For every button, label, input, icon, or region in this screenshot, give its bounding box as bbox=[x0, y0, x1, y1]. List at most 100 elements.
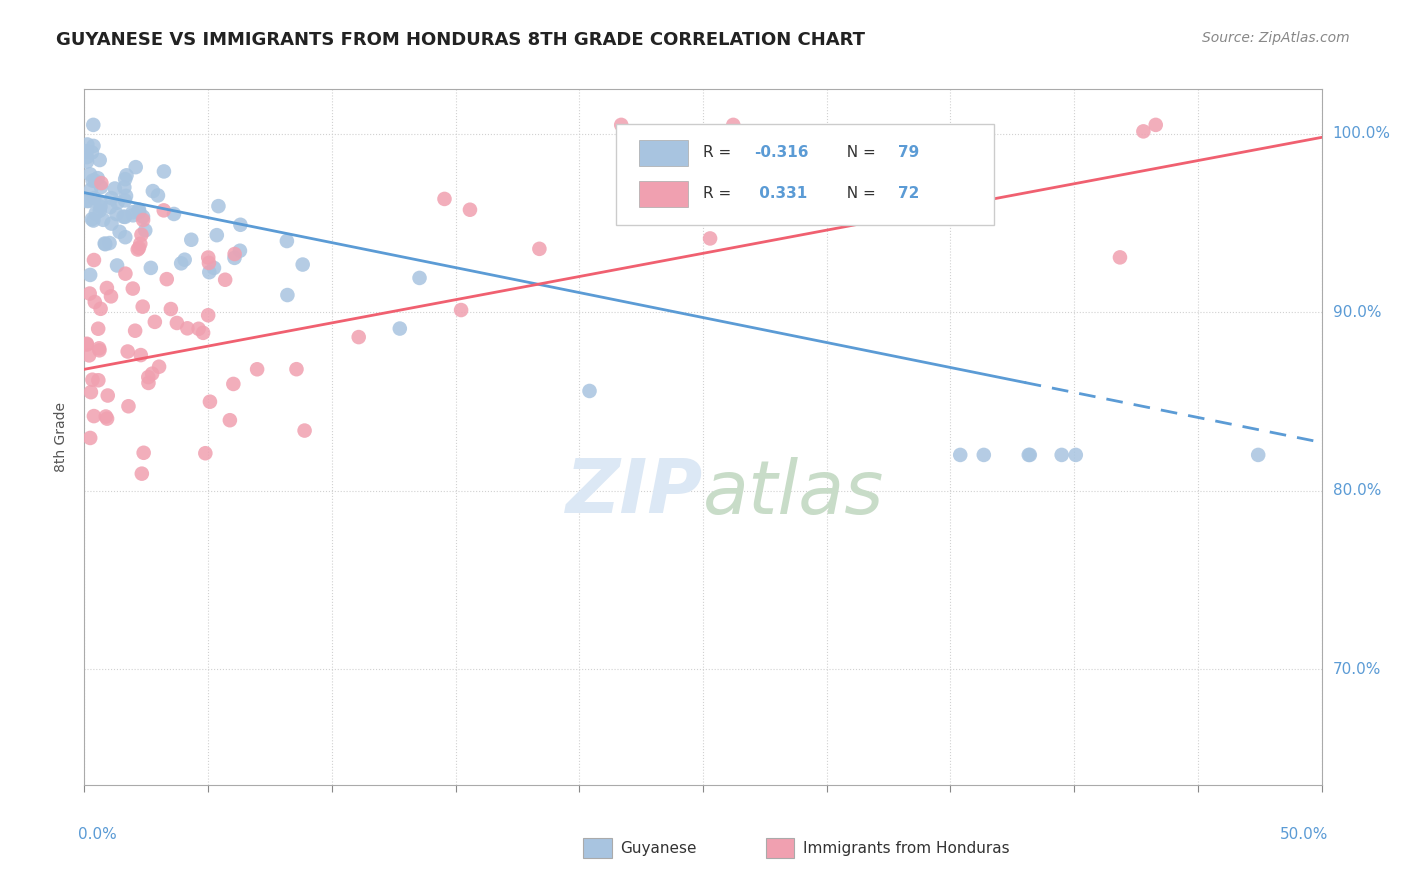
Point bbox=[153, 164, 176, 178]
FancyBboxPatch shape bbox=[638, 181, 688, 208]
Point bbox=[114, 194, 136, 208]
Text: 100.0%: 100.0% bbox=[1333, 127, 1391, 141]
Point bbox=[198, 394, 221, 409]
Point bbox=[291, 258, 314, 272]
Point bbox=[1050, 448, 1073, 462]
Point bbox=[82, 118, 104, 132]
Point bbox=[86, 171, 108, 186]
Point bbox=[132, 446, 155, 460]
Point bbox=[138, 376, 160, 390]
Point bbox=[84, 206, 107, 220]
Point bbox=[187, 322, 209, 336]
Point bbox=[80, 145, 103, 160]
Text: Guyanese: Guyanese bbox=[620, 841, 696, 855]
Point bbox=[433, 192, 456, 206]
Point bbox=[229, 244, 252, 258]
Point bbox=[104, 181, 127, 195]
Point bbox=[142, 184, 165, 198]
Point bbox=[128, 202, 150, 217]
Point bbox=[132, 210, 155, 224]
Point bbox=[125, 160, 148, 174]
Bar bbox=[583, 838, 612, 858]
Point bbox=[115, 189, 138, 203]
Text: 90.0%: 90.0% bbox=[1333, 305, 1381, 319]
Point bbox=[128, 205, 150, 219]
Point bbox=[166, 316, 188, 330]
Point bbox=[128, 241, 150, 255]
Point bbox=[89, 343, 111, 358]
Point bbox=[76, 337, 98, 351]
Point bbox=[115, 169, 138, 183]
Point bbox=[82, 173, 104, 187]
Point bbox=[1109, 251, 1132, 265]
Point bbox=[114, 267, 136, 281]
Point bbox=[347, 330, 370, 344]
Point bbox=[100, 217, 122, 231]
Point bbox=[1018, 448, 1040, 462]
Text: R =: R = bbox=[703, 145, 737, 160]
Point bbox=[80, 212, 103, 227]
Point bbox=[108, 225, 131, 239]
Y-axis label: 8th Grade: 8th Grade bbox=[55, 402, 69, 472]
Point bbox=[76, 137, 98, 152]
Point bbox=[529, 242, 551, 256]
Point bbox=[98, 235, 121, 250]
Point bbox=[1132, 124, 1154, 138]
Point bbox=[388, 321, 411, 335]
Point bbox=[90, 195, 112, 210]
Point bbox=[117, 344, 139, 359]
Point bbox=[114, 172, 136, 186]
Text: 0.0%: 0.0% bbox=[79, 827, 117, 842]
Point bbox=[229, 218, 252, 232]
Point bbox=[90, 176, 112, 190]
Text: R =: R = bbox=[703, 186, 737, 201]
Point bbox=[214, 273, 236, 287]
Point bbox=[76, 150, 98, 164]
Point bbox=[87, 322, 110, 336]
Point bbox=[224, 247, 246, 261]
Point bbox=[973, 448, 995, 462]
Point bbox=[76, 194, 98, 208]
Point bbox=[160, 301, 183, 316]
Point bbox=[294, 424, 316, 438]
Point bbox=[194, 446, 217, 460]
Point bbox=[197, 251, 219, 265]
Point bbox=[222, 376, 245, 391]
Point bbox=[141, 367, 163, 381]
Bar bbox=[766, 838, 794, 858]
Text: 80.0%: 80.0% bbox=[1333, 483, 1381, 498]
Point bbox=[862, 135, 884, 149]
Point bbox=[84, 174, 107, 188]
Point bbox=[90, 301, 112, 316]
Point bbox=[132, 300, 155, 314]
Point bbox=[80, 182, 103, 196]
Point bbox=[87, 341, 110, 355]
Text: N =: N = bbox=[837, 186, 880, 201]
Point bbox=[117, 399, 139, 413]
Point bbox=[136, 370, 159, 384]
Point bbox=[100, 191, 122, 205]
Point bbox=[156, 272, 179, 286]
Point bbox=[98, 200, 121, 214]
Point bbox=[83, 409, 105, 423]
Text: 50.0%: 50.0% bbox=[1279, 827, 1327, 842]
Point bbox=[699, 231, 721, 245]
Point bbox=[93, 236, 115, 251]
FancyBboxPatch shape bbox=[638, 140, 688, 167]
Point bbox=[1018, 448, 1040, 462]
Point bbox=[276, 234, 298, 248]
Point bbox=[932, 211, 955, 226]
Point bbox=[202, 260, 225, 275]
Point bbox=[198, 265, 221, 279]
Point bbox=[1247, 448, 1270, 462]
Point bbox=[131, 227, 153, 242]
Point bbox=[163, 207, 186, 221]
Point bbox=[127, 243, 149, 257]
Point bbox=[152, 203, 174, 218]
Point bbox=[96, 281, 118, 295]
Point bbox=[89, 153, 111, 167]
Point bbox=[408, 271, 430, 285]
Point bbox=[129, 348, 152, 362]
Point bbox=[122, 208, 145, 222]
Point bbox=[458, 202, 481, 217]
